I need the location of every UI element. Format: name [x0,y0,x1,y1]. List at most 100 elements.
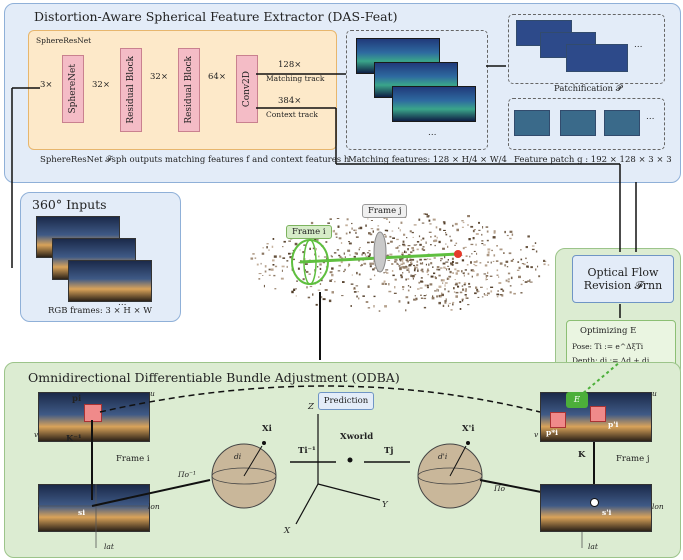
cloud-point [280,277,284,280]
cloud-point [418,281,421,284]
cloud-point [454,244,456,246]
cloud-point [452,301,455,304]
k-inverse-label: K⁻¹ [66,434,82,444]
cloud-point [384,229,387,232]
patchification-title: Patchification 𝓟 [554,84,622,94]
cloud-point [445,261,449,263]
cloud-point [455,282,458,285]
residual-block-1: Residual Block [120,48,142,132]
current-position-marker [454,250,462,258]
cloud-point [485,275,489,277]
cloud-point [337,270,341,272]
cloud-point [403,233,406,236]
cloud-point [392,237,395,239]
cloud-point [422,249,426,251]
cloud-point [373,295,376,298]
cloud-point [309,285,313,288]
cloud-point [468,238,471,241]
cloud-point [450,239,453,242]
cloud-point [317,289,321,291]
cloud-point [420,297,423,299]
cloud-point [479,262,482,264]
cloud-point [485,276,487,278]
cloud-point [486,288,488,290]
cloud-point [421,247,424,251]
cloud-point [329,279,332,282]
cloud-point [500,288,503,291]
cloud-point [441,293,444,297]
cloud-point [339,256,342,258]
u-right-label: u [652,389,657,398]
cloud-point [418,235,421,238]
cloud-point [436,236,438,239]
cloud-point [461,285,464,287]
cloud-point [331,279,333,281]
u-left-label: u [150,389,155,398]
cloud-point [476,260,478,263]
t-j-label: Tj [384,446,394,456]
cloud-point [288,240,291,242]
cloud-point [526,261,528,264]
patch-group-1 [514,110,550,136]
cloud-point [345,224,348,227]
cloud-point [409,230,412,233]
cloud-point [446,277,448,280]
cloud-point [455,291,459,294]
cloud-point [535,268,537,271]
s-i-label: si [78,508,86,517]
cloud-point [414,266,416,269]
patch-map-3 [566,44,628,72]
cloud-point [298,261,301,264]
cloud-point [353,291,357,293]
context-track-label: Context track [266,110,318,119]
cloud-point [427,258,429,260]
cloud-point [417,269,419,272]
cloud-point [537,265,539,268]
cloud-point [408,264,412,267]
cloud-point [372,230,374,233]
cloud-point [484,294,487,296]
cloud-point [493,230,496,233]
cloud-point [444,256,446,259]
cloud-point [504,264,507,267]
cloud-point [336,218,340,219]
cloud-point [499,262,503,265]
cloud-point [336,249,340,251]
cloud-point [401,260,404,263]
cloud-point [386,218,388,220]
matching-ellipsis: … [428,128,437,138]
feature-patch-caption: Feature patch g : 192 × 128 × 3 × 3 [514,155,672,165]
cloud-point [474,265,478,267]
cloud-point [310,221,314,225]
cloud-point [483,244,486,246]
cloud-point [402,286,405,288]
cloud-point [394,286,396,289]
cloud-point [295,288,297,290]
mult-32a: 32× [92,80,110,90]
optical-flow-box: Optical Flow Revision 𝓕rnn [572,255,674,303]
cloud-point [396,262,398,265]
cloud-point [407,248,409,251]
cloud-point [472,237,475,240]
cloud-point [302,278,305,281]
cloud-point [444,284,446,287]
cloud-point [426,286,429,289]
cloud-point [345,232,348,235]
cloud-point [260,262,262,265]
cloud-point [384,271,387,273]
cloud-point [455,272,458,275]
cloud-point [378,310,381,312]
cloud-point [294,242,298,246]
cloud-point [258,278,261,280]
out-384-mult: 384× [278,96,302,106]
cloud-point [425,294,427,296]
cloud-point [405,296,409,299]
cloud-point [405,278,407,281]
cloud-point [401,251,404,255]
d-i-label: di [234,452,242,461]
cloud-point [444,288,446,291]
cloud-point [526,265,529,268]
optimizing-depth: Depth: di := Δd + di [572,356,650,365]
cloud-point [350,305,352,307]
cloud-point [456,228,459,232]
